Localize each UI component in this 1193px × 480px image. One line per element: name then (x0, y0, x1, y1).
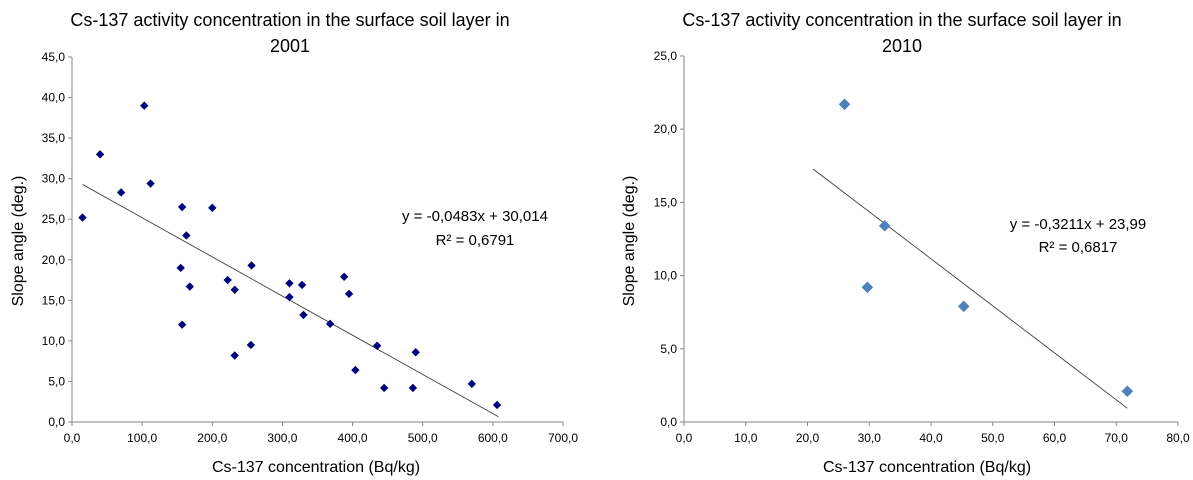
chart-svg: Cs-137 activity concentration in the sur… (621, 10, 1190, 476)
data-point (208, 203, 217, 213)
data-point (344, 289, 354, 299)
y-tick-label: 5,0 (48, 374, 65, 388)
y-tick-label: 0,0 (660, 415, 677, 429)
y-tick-label: 5,0 (660, 342, 677, 356)
x-tick-label: 600,0 (478, 431, 508, 445)
x-tick-label: 10,0 (734, 431, 758, 445)
y-tick-label: 35,0 (42, 131, 66, 145)
data-point (957, 300, 970, 313)
y-tick-label: 20,0 (42, 253, 66, 267)
x-tick-label: 0,0 (64, 431, 81, 445)
data-point (372, 341, 382, 350)
data-point (351, 365, 360, 375)
x-axis-label: Cs-137 concentration (Bq/kg) (212, 459, 420, 476)
data-point (116, 188, 126, 197)
chart-title: Cs-137 activity concentration in the sur… (682, 10, 1121, 30)
r-squared-label: R² = 0,6791 (436, 232, 515, 249)
data-point (838, 98, 851, 111)
x-tick-label: 700,0 (548, 431, 578, 445)
data-point (230, 285, 239, 294)
data-point (247, 261, 256, 270)
trendline-equation: y = -0,3211x + 23,99 (1010, 216, 1147, 233)
data-point (177, 320, 187, 329)
r-squared-label: R² = 0,6817 (1039, 239, 1118, 256)
y-tick-label: 45,0 (42, 50, 66, 64)
chart-svg: Cs-137 activity concentration in the sur… (10, 10, 579, 476)
x-axis-label: Cs-137 concentration (Bq/kg) (823, 459, 1031, 476)
y-tick-label: 0,0 (48, 415, 65, 429)
chart-title: Cs-137 activity concentration in the sur… (70, 10, 509, 30)
x-tick-label: 20,0 (796, 431, 820, 445)
x-tick-label: 70,0 (1105, 431, 1129, 445)
x-tick-label: 80,0 (1166, 431, 1190, 445)
data-point (325, 319, 335, 329)
x-tick-label: 0,0 (676, 431, 693, 445)
y-tick-label: 10,0 (42, 334, 66, 348)
data-point (379, 383, 389, 393)
data-point (285, 279, 294, 288)
y-tick-label: 25,0 (42, 212, 66, 226)
x-tick-label: 60,0 (1043, 431, 1067, 445)
y-axis-label: Slope angle (deg.) (10, 176, 27, 307)
chart-title-year: 2001 (270, 36, 310, 56)
x-tick-label: 300,0 (267, 431, 297, 445)
y-tick-label: 15,0 (42, 293, 66, 307)
data-point (492, 400, 502, 410)
data-point (297, 280, 307, 290)
scatter-chart-2001: Cs-137 activity concentration in the sur… (0, 0, 590, 480)
data-point (176, 263, 185, 273)
data-point (230, 351, 239, 360)
y-tick-label: 10,0 (654, 269, 678, 283)
y-tick-label: 15,0 (654, 195, 678, 209)
y-axis-label: Slope angle (deg.) (621, 176, 638, 307)
data-point (1121, 385, 1134, 398)
data-point (78, 213, 87, 222)
data-point (285, 292, 294, 302)
y-tick-label: 20,0 (654, 122, 678, 136)
data-point (467, 379, 477, 389)
data-point (861, 281, 874, 294)
data-point (140, 101, 149, 110)
data-point (299, 310, 308, 320)
trendline (82, 184, 499, 418)
data-point (182, 231, 191, 240)
data-point (146, 179, 155, 188)
y-tick-label: 40,0 (42, 91, 66, 105)
data-point (408, 383, 418, 393)
trendline (812, 168, 1128, 409)
x-tick-label: 30,0 (858, 431, 882, 445)
plot-area: 0,0 100,0 200,0 300,0 400,0 500,0 600,0 700,0 0,… (42, 50, 579, 445)
trendline-equation: y = -0,0483x + 30,014 (402, 208, 548, 225)
scatter-chart-2010: Cs-137 activity concentration in the sur… (600, 0, 1193, 480)
x-tick-label: 50,0 (981, 431, 1005, 445)
x-tick-label: 400,0 (338, 431, 368, 445)
data-point (185, 282, 195, 291)
x-tick-label: 100,0 (127, 431, 157, 445)
x-tick-label: 500,0 (408, 431, 438, 445)
y-tick-label: 25,0 (654, 49, 678, 63)
data-point (878, 220, 891, 232)
data-point (177, 202, 187, 212)
x-tick-label: 40,0 (919, 431, 943, 445)
y-tick-label: 30,0 (42, 172, 66, 186)
data-point (246, 340, 256, 350)
data-point (223, 275, 232, 285)
data-point (411, 348, 420, 357)
x-tick-label: 200,0 (197, 431, 227, 445)
data-point (95, 150, 105, 159)
data-point (339, 272, 349, 282)
chart-title-year: 2010 (882, 36, 922, 56)
